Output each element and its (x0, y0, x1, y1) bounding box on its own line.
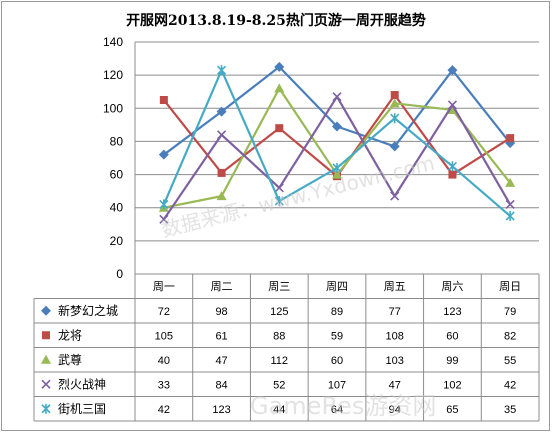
table-value: 35 (504, 404, 516, 416)
table-value: 59 (331, 330, 343, 342)
category-label: 周六 (441, 280, 463, 293)
data-point (217, 65, 227, 76)
data-point (447, 161, 457, 172)
table-value: 42 (158, 404, 170, 416)
data-point (159, 96, 168, 104)
y-tick-label: 60 (110, 168, 124, 182)
y-tick-label: 100 (103, 101, 123, 115)
data-point (158, 149, 169, 160)
table-value: 44 (273, 404, 285, 416)
table-value: 107 (328, 379, 346, 391)
table-value: 84 (215, 379, 227, 391)
table-value: 47 (215, 355, 227, 367)
data-point (332, 169, 342, 179)
table-value: 60 (446, 330, 458, 342)
table-value: 112 (271, 355, 289, 367)
table-value: 55 (504, 355, 516, 367)
legend-series-name: 龙将 (58, 328, 82, 342)
chart-title: 开服网2013.8.19-8.25热门页游一周开服趋势 (126, 13, 426, 29)
table-value: 82 (504, 330, 516, 342)
legend-key (41, 305, 51, 316)
data-point (274, 196, 284, 207)
table-value: 65 (446, 404, 458, 416)
data-point (216, 191, 227, 201)
category-label: 周四 (326, 280, 348, 293)
table-value: 79 (504, 306, 516, 318)
table-value: 98 (215, 306, 227, 318)
category-label: 周日 (499, 280, 521, 293)
data-point (447, 100, 457, 110)
data-point (448, 170, 457, 179)
data-point (216, 106, 227, 117)
y-tick-label: 20 (110, 234, 124, 248)
data-point (217, 130, 227, 140)
data-point (447, 104, 458, 114)
legend-key (41, 379, 51, 389)
data-point (332, 92, 342, 102)
table-value: 94 (389, 404, 401, 416)
legend-series-name: 街机三国 (58, 402, 106, 416)
data-point (505, 199, 515, 209)
table-value: 88 (273, 330, 285, 342)
table-value: 123 (212, 404, 230, 416)
table-value: 77 (389, 306, 401, 318)
data-point (274, 183, 284, 193)
data-point (389, 141, 400, 152)
data-point (275, 124, 284, 133)
data-point (390, 191, 400, 201)
data-point (332, 162, 342, 173)
table-value: 40 (158, 355, 170, 367)
y-tick-label: 40 (110, 201, 124, 215)
legend-series-name: 武尊 (58, 352, 82, 367)
table-value: 33 (158, 379, 170, 391)
data-point (505, 211, 515, 221)
y-tick-label: 0 (116, 267, 123, 281)
legend-key (41, 354, 51, 364)
data-point (274, 83, 285, 93)
table-value: 61 (215, 330, 227, 342)
data-point (505, 177, 516, 187)
category-label: 周三 (268, 280, 290, 293)
table-value: 123 (443, 306, 461, 318)
table-value: 108 (386, 330, 404, 342)
table-value: 72 (158, 306, 170, 318)
data-point (506, 134, 515, 143)
legend-series-name: 新梦幻之城 (58, 303, 118, 318)
data-point (389, 98, 400, 108)
category-label: 周五 (384, 280, 406, 293)
data-point (274, 61, 285, 72)
legend-series-name: 烈火战神 (58, 377, 106, 391)
table-value: 60 (331, 355, 343, 367)
data-point (332, 121, 342, 132)
data-point (159, 199, 169, 210)
table-value: 105 (155, 330, 173, 342)
data-point (159, 214, 169, 224)
table-value: 47 (389, 379, 401, 391)
table-value: 89 (331, 306, 343, 318)
table-value: 42 (504, 379, 516, 391)
y-tick-label: 120 (103, 68, 123, 82)
category-label: 周一 (153, 280, 175, 293)
legend-key (41, 403, 51, 414)
watermark-corner: GameRes游资网 (250, 392, 436, 420)
table-value: 52 (273, 379, 285, 391)
table-value: 125 (270, 306, 288, 318)
table-value: 64 (331, 404, 343, 416)
legend-key (42, 331, 50, 340)
data-point (390, 113, 400, 124)
data-point (390, 91, 399, 100)
y-tick-label: 140 (103, 35, 123, 49)
table-value: 102 (443, 379, 461, 391)
category-label: 周二 (211, 280, 233, 293)
table-value: 99 (446, 355, 458, 367)
data-point (447, 65, 458, 76)
data-point (217, 168, 226, 177)
y-tick-label: 80 (110, 134, 124, 148)
table-value: 103 (386, 355, 404, 367)
